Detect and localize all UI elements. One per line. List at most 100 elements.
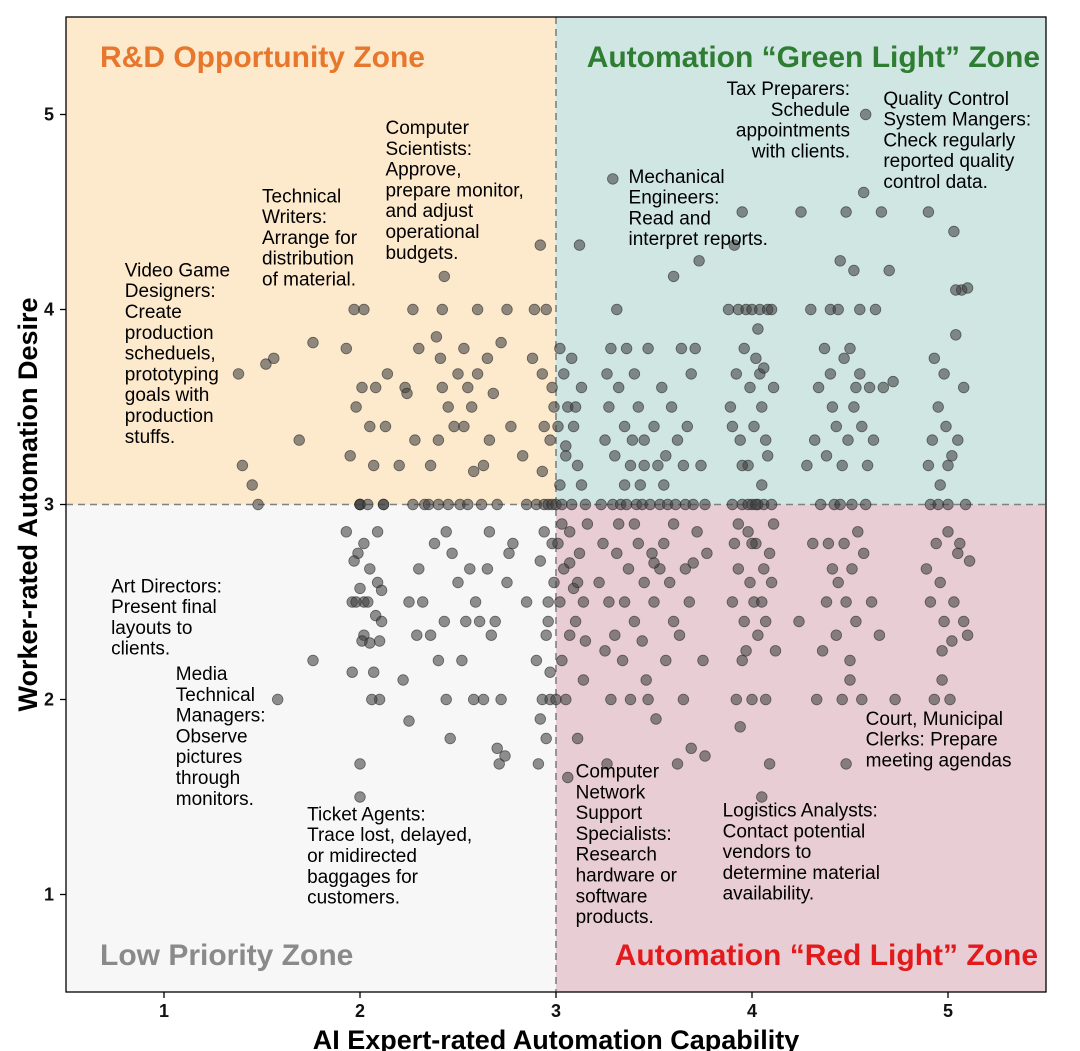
scatter-point	[552, 537, 564, 550]
scatter-point	[801, 459, 813, 472]
scatter-point	[632, 401, 645, 413]
scatter-point	[358, 537, 370, 550]
scatter-point	[601, 368, 613, 380]
scatter-point	[648, 420, 660, 433]
annotation-line: Present final	[111, 597, 217, 618]
scatter-point	[671, 758, 684, 770]
scatter-point	[850, 381, 862, 394]
scatter-point	[436, 303, 449, 316]
scatter-point	[946, 635, 958, 647]
scatter-points	[232, 108, 976, 803]
scatter-point	[685, 368, 697, 380]
scatter-point	[501, 303, 513, 316]
annotation: Quality Control System Mangers: Check regu…	[883, 89, 1031, 193]
scatter-point	[407, 303, 419, 316]
scatter-point	[734, 721, 746, 733]
scatter-point	[846, 563, 858, 575]
scatter-point	[603, 401, 615, 413]
scatter-point	[818, 342, 831, 355]
scatter-point	[499, 750, 511, 762]
scatter-point	[736, 206, 748, 218]
scatter-point	[536, 465, 549, 478]
scatter-point	[811, 693, 823, 706]
scatter-point	[307, 654, 319, 667]
scatter-point	[542, 615, 554, 628]
scatter-point	[540, 303, 552, 316]
scatter-point	[679, 563, 692, 575]
scatter-point	[477, 459, 490, 472]
annotation-line: Engineers:	[629, 188, 720, 209]
scatter-point	[544, 666, 556, 678]
scatter-point	[564, 526, 576, 538]
scatter-point	[638, 434, 650, 446]
scatter-point	[848, 401, 860, 413]
axis-ticks: 1 2 3 4 5 1 2 3 4 5	[44, 105, 953, 1022]
annotation-line: or midirected	[307, 846, 417, 867]
scatter-point	[460, 615, 472, 628]
scatter-point	[701, 547, 713, 560]
annotation-line: with clients.	[751, 141, 850, 162]
scatter-point	[728, 239, 741, 251]
scatter-point	[579, 498, 592, 511]
scatter-point	[567, 420, 580, 433]
scatter-point	[830, 629, 843, 641]
scatter-point	[489, 615, 501, 628]
scatter-point	[852, 526, 864, 538]
scatter-point	[554, 342, 566, 355]
scatter-point	[656, 381, 668, 394]
scatter-point	[554, 596, 566, 608]
scatter-point	[765, 303, 778, 316]
annotation-line: Check regularly	[883, 130, 1015, 151]
scatter-point	[597, 537, 609, 550]
scatter-point	[628, 518, 641, 530]
scatter-point	[252, 498, 264, 511]
scatter-point	[599, 434, 611, 446]
scatter-point	[642, 693, 654, 706]
x-tick-label: 4	[747, 1001, 757, 1021]
scatter-point	[677, 459, 690, 472]
annotation-line: Trace lost, delayed,	[307, 825, 472, 846]
annotation-line: Network	[576, 782, 646, 803]
scatter-point	[950, 329, 962, 341]
scatter-point	[726, 420, 739, 433]
y-tick-label: 2	[44, 690, 54, 710]
scatter-point	[620, 498, 633, 511]
scatter-point	[865, 596, 878, 608]
scatter-point	[362, 498, 374, 511]
annotation-line: Observe	[176, 726, 248, 747]
annotation: Court, Municipal Clerks: Prepare meeting a…	[866, 709, 1012, 772]
scatter-point	[671, 434, 684, 446]
scatter-point	[618, 479, 631, 491]
scatter-point	[685, 742, 697, 755]
scatter-point	[442, 401, 454, 413]
scatter-point	[887, 375, 899, 388]
scatter-point	[520, 596, 533, 608]
scatter-point	[830, 420, 843, 433]
scatter-point	[946, 450, 958, 462]
scatter-point	[726, 596, 739, 608]
scatter-point	[687, 498, 699, 511]
scatter-point	[456, 654, 468, 667]
scatter-point	[840, 206, 852, 218]
scatter-point	[767, 518, 780, 530]
scatter-point	[413, 342, 425, 355]
scatter-point	[624, 459, 637, 472]
scatter-point	[658, 537, 670, 550]
scatter-point	[595, 498, 607, 511]
scatter-point	[462, 498, 474, 511]
scatter-point	[856, 693, 868, 706]
scatter-point	[573, 239, 586, 251]
scatter-point	[840, 596, 852, 608]
scatter-point	[550, 693, 562, 706]
annotation-line: through	[176, 768, 240, 789]
scatter-point	[468, 693, 480, 706]
scatter-point	[397, 674, 409, 686]
annotation: Ticket Agents: Trace lost, delayed, or mid…	[307, 804, 472, 908]
scatter-point	[556, 518, 568, 530]
scatter-point	[958, 381, 970, 394]
scatter-point	[393, 459, 405, 472]
scatter-point	[667, 615, 680, 628]
scatter-point	[260, 358, 272, 370]
scatter-point	[246, 479, 258, 491]
